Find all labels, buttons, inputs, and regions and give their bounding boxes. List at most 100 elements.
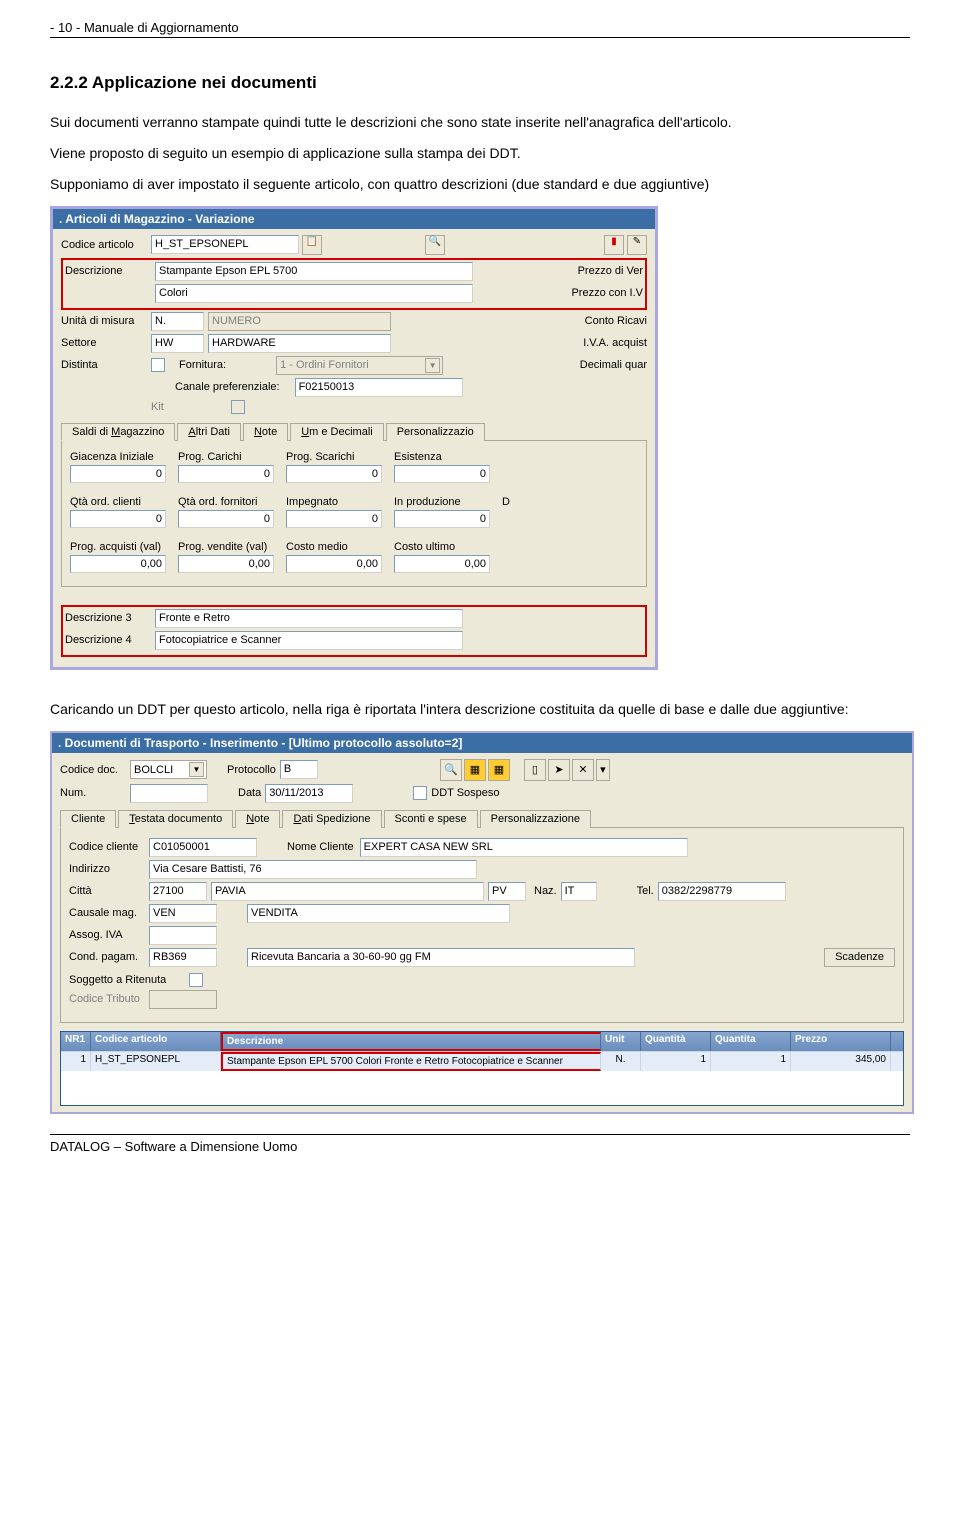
val-impegnato[interactable]: 0 xyxy=(286,510,382,528)
label-num: Num. xyxy=(60,787,130,799)
tb-window-icon[interactable]: ▯ xyxy=(524,759,546,781)
field-cond-name[interactable]: Ricevuta Bancaria a 30-60-90 gg FM xyxy=(247,948,635,967)
label-descr4: Descrizione 4 xyxy=(65,634,155,646)
checkbox-kit[interactable] xyxy=(231,400,245,414)
field-descr1[interactable]: Stampante Epson EPL 5700 xyxy=(155,262,473,281)
tab-sconti[interactable]: Sconti e spese xyxy=(384,810,478,828)
field-codice-cli[interactable]: C01050001 xyxy=(149,838,257,857)
gh-prezzo[interactable]: Prezzo xyxy=(791,1032,891,1051)
grid-head: NR1 Codice articolo Descrizione Unit Qua… xyxy=(61,1032,903,1051)
gh-nr[interactable]: NR1 xyxy=(61,1032,91,1051)
field-tel[interactable]: 0382/2298779 xyxy=(658,882,786,901)
field-um-code[interactable]: N. xyxy=(151,312,204,331)
field-causale-name[interactable]: VENDITA xyxy=(247,904,510,923)
tab-altri[interactable]: Altri Dati xyxy=(177,423,241,441)
field-causale-code[interactable]: VEN xyxy=(149,904,217,923)
field-protocollo[interactable]: B xyxy=(280,760,318,779)
field-citta[interactable]: PAVIA xyxy=(211,882,484,901)
tab-saldi[interactable]: Saldi di Magazzino xyxy=(61,423,175,441)
gc-unit: N. xyxy=(601,1052,641,1071)
val-produzione[interactable]: 0 xyxy=(394,510,490,528)
copy-icon[interactable]: 📋 xyxy=(302,235,322,255)
gh-codice[interactable]: Codice articolo xyxy=(91,1032,221,1051)
combo-fornitura[interactable]: 1 - Ordini Fornitori ▼ xyxy=(276,356,443,375)
gh-descrizione[interactable]: Descrizione xyxy=(221,1032,601,1051)
lbl-giacenza: Giacenza Iniziale xyxy=(70,451,166,463)
para3: Supponiamo di aver impostato il seguente… xyxy=(50,175,910,194)
field-assog[interactable] xyxy=(149,926,217,945)
bar-chart-icon[interactable]: ▮ xyxy=(604,235,624,255)
label-sospeso: DDT Sospeso xyxy=(431,787,499,799)
field-codice[interactable]: H_ST_EPSONEPL xyxy=(151,235,299,254)
ddt-grid: NR1 Codice articolo Descrizione Unit Qua… xyxy=(60,1031,904,1106)
val-esistenza[interactable]: 0 xyxy=(394,465,490,483)
gh-unit[interactable]: Unit xyxy=(601,1032,641,1051)
window2-titlebar: . Documenti di Trasporto - Inserimento -… xyxy=(52,733,912,753)
lbl-produzione: In produzione xyxy=(394,496,490,508)
tab-person2[interactable]: Personalizzazione xyxy=(480,810,591,828)
checkbox-sospeso[interactable] xyxy=(413,786,427,800)
window-articoli: . Articoli di Magazzino - Variazione Cod… xyxy=(50,206,658,670)
val-carichi[interactable]: 0 xyxy=(178,465,274,483)
val-qta-cli[interactable]: 0 xyxy=(70,510,166,528)
tab-cliente[interactable]: Cliente xyxy=(60,810,116,828)
label-data: Data xyxy=(238,787,261,799)
lbl-vendite: Prog. vendite (val) xyxy=(178,541,274,553)
window1-titlebar: . Articoli di Magazzino - Variazione xyxy=(53,209,655,229)
checkbox-distinta[interactable] xyxy=(151,358,165,372)
tabcontent-saldi: Giacenza Iniziale0 Prog. Carichi0 Prog. … xyxy=(61,441,647,587)
val-qta-for[interactable]: 0 xyxy=(178,510,274,528)
field-indirizzo[interactable]: Via Cesare Battisti, 76 xyxy=(149,860,477,879)
combo-codice-doc[interactable]: BOLCLI ▼ xyxy=(130,760,207,779)
tool-icon[interactable]: ✎ xyxy=(627,235,647,255)
val-costo-ultimo[interactable]: 0,00 xyxy=(394,555,490,573)
label-descrizione: Descrizione xyxy=(65,265,155,277)
tab-note2[interactable]: Note xyxy=(235,810,280,828)
gc-prezzo: 345,00 xyxy=(791,1052,891,1071)
val-vendite[interactable]: 0,00 xyxy=(178,555,274,573)
tb-search-icon[interactable]: 🔍 xyxy=(440,759,462,781)
tab-dati-sped[interactable]: Dati Spedizione xyxy=(282,810,381,828)
field-prov[interactable]: PV xyxy=(488,882,526,901)
tab-testata[interactable]: Testata documento xyxy=(118,810,233,828)
gh-qta[interactable]: Quantità xyxy=(641,1032,711,1051)
field-settore-name[interactable]: HARDWARE xyxy=(208,334,391,353)
tab-note[interactable]: Note xyxy=(243,423,288,441)
field-cond-code[interactable]: RB369 xyxy=(149,948,217,967)
val-scarichi[interactable]: 0 xyxy=(286,465,382,483)
label-nome-cli: Nome Cliente xyxy=(287,841,354,853)
field-num[interactable] xyxy=(130,784,208,803)
val-costo-medio[interactable]: 0,00 xyxy=(286,555,382,573)
tb-grid1-icon[interactable]: ▦ xyxy=(464,759,486,781)
tb-more-icon[interactable]: ▾ xyxy=(596,759,610,781)
field-descr3[interactable]: Fronte e Retro xyxy=(155,609,463,628)
field-data[interactable]: 30/11/2013 xyxy=(265,784,353,803)
tb-arrow-icon[interactable]: ➤ xyxy=(548,759,570,781)
label-tel: Tel. xyxy=(637,885,654,897)
field-cap[interactable]: 27100 xyxy=(149,882,207,901)
tb-close-icon[interactable]: ✕ xyxy=(572,759,594,781)
tab-personal[interactable]: Personalizzazio xyxy=(386,423,485,441)
tab-um[interactable]: Um e Decimali xyxy=(290,423,384,441)
field-naz[interactable]: IT xyxy=(561,882,597,901)
field-settore-code[interactable]: HW xyxy=(151,334,204,353)
checkbox-ritenuta[interactable] xyxy=(189,973,203,987)
label-um: Unità di misura xyxy=(61,315,151,327)
btn-scadenze[interactable]: Scadenze xyxy=(824,948,895,967)
val-acquisti[interactable]: 0,00 xyxy=(70,555,166,573)
val-giacenza[interactable]: 0 xyxy=(70,465,166,483)
window-ddt: . Documenti di Trasporto - Inserimento -… xyxy=(50,731,914,1114)
gh-qta2[interactable]: Quantita xyxy=(711,1032,791,1051)
label-assog: Assog. IVA xyxy=(69,929,149,941)
field-descr4[interactable]: Fotocopiatrice e Scanner xyxy=(155,631,463,650)
field-nome-cli[interactable]: EXPERT CASA NEW SRL xyxy=(360,838,688,857)
field-descr2[interactable]: Colori xyxy=(155,284,473,303)
gc-descrizione: Stampante Epson EPL 5700 Colori Fronte e… xyxy=(221,1052,601,1071)
field-um-name: NUMERO xyxy=(208,312,391,331)
chevron-down-icon: ▼ xyxy=(189,762,204,777)
grid-row-1[interactable]: 1 H_ST_EPSONEPL Stampante Epson EPL 5700… xyxy=(61,1051,903,1071)
search-icon[interactable]: 🔍 xyxy=(425,235,445,255)
field-canale[interactable]: F02150013 xyxy=(295,378,463,397)
tb-grid2-icon[interactable]: ▦ xyxy=(488,759,510,781)
label-codice-doc: Codice doc. xyxy=(60,764,130,776)
